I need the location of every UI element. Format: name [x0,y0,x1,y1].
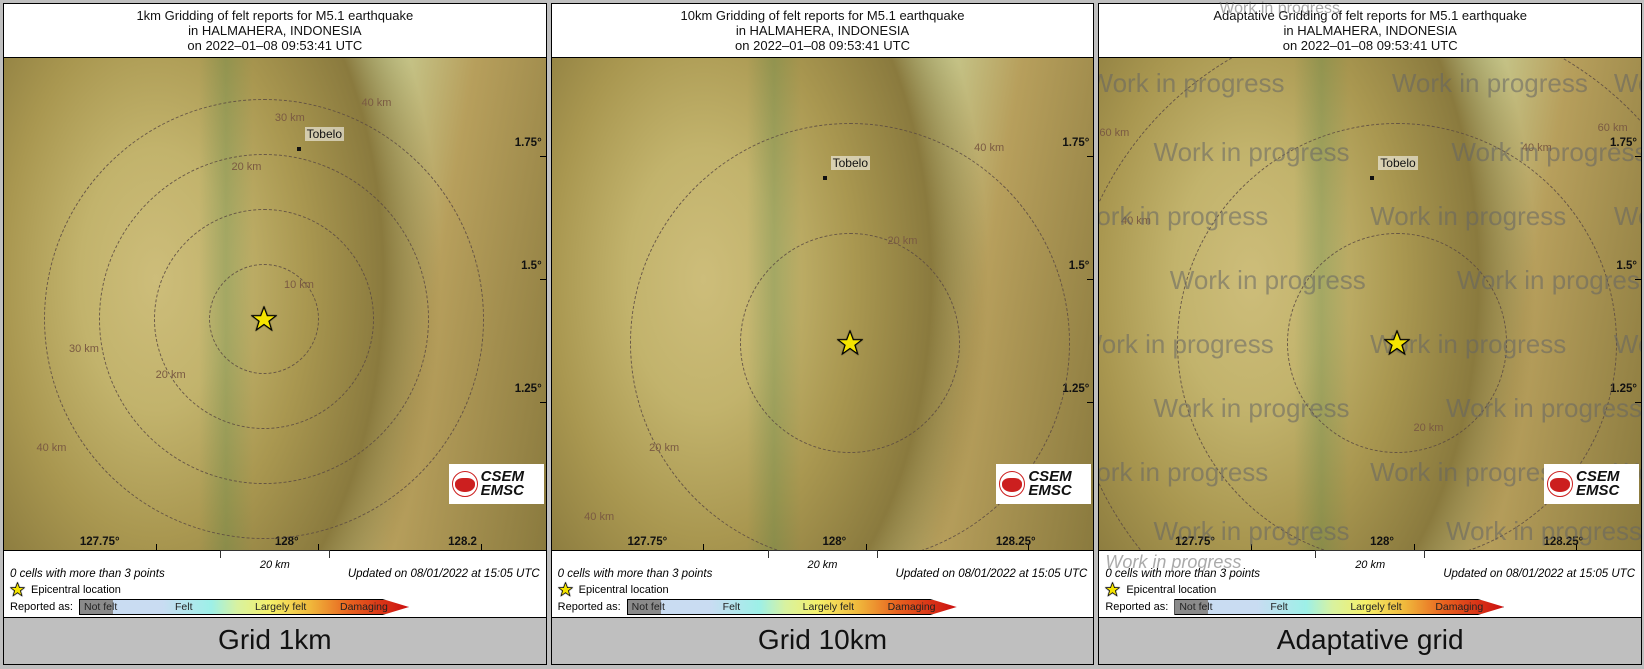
legend-star-icon [558,582,573,597]
scale-bar [220,550,330,558]
panel1-footer: 0 cells with more than 3 points 20 km Up… [4,550,546,617]
epicenter-star-icon[interactable] [1384,330,1410,356]
panel-grid-1km: 1km Gridding of felt reports for M5.1 ea… [3,3,547,665]
felt-intensity-colorbar: Not felt Felt Largely felt Damaging [627,599,957,615]
panel2-title: Grid 10km [552,617,1094,664]
panel2-footer: 0 cells with more than 3 points 20 km Up… [552,550,1094,617]
town-marker-tobelo[interactable] [297,147,301,151]
town-label-tobelo: Tobelo [831,156,870,170]
panel2-map[interactable]: 1.75° 1.5° 1.25° 127.75° 128° 128.25° 20… [552,58,1094,550]
panel-grid-10km: 10km Gridding of felt reports for M5.1 e… [551,3,1095,665]
csem-globe-icon [452,471,478,497]
felt-intensity-colorbar: Not felt Felt Largely felt Damaging [1174,599,1504,615]
felt-intensity-colorbar: Not felt Felt Largely felt Damaging [79,599,409,615]
csem-globe-icon [1547,471,1573,497]
panel3-footer: 0 cells with more than 3 points 20 km Up… [1099,550,1641,617]
triple-map-panel-container: 1km Gridding of felt reports for M5.1 ea… [0,0,1644,669]
epicenter-star-icon[interactable] [251,306,277,332]
panel3-header: Adaptative Gridding of felt reports for … [1099,4,1641,58]
town-marker-tobelo[interactable] [1370,176,1374,180]
legend-star-icon [1105,582,1120,597]
scale-bar [768,550,878,558]
panel1-map[interactable]: 1.75° 1.5° 1.25° 127.75° 128° 128.2 10 k… [4,58,546,550]
csem-emsc-logo[interactable]: CSEM EMSC [449,464,544,504]
legend-star-icon [10,582,25,597]
town-label-tobelo: Tobelo [305,127,344,141]
scale-bar [1315,550,1425,558]
panel-adaptative-grid: Adaptative Gridding of felt reports for … [1098,3,1642,665]
csem-globe-icon [999,471,1025,497]
town-label-tobelo: Tobelo [1378,156,1417,170]
panel3-map[interactable]: 1.75° 1.5° 1.25° 127.75° 128° 128.25° 20… [1099,58,1641,550]
panel1-header: 1km Gridding of felt reports for M5.1 ea… [4,4,546,58]
csem-emsc-logo[interactable]: CSEM EMSC [996,464,1091,504]
panel3-title: Adaptative grid [1099,617,1641,664]
panel1-title: Grid 1km [4,617,546,664]
panel2-header: 10km Gridding of felt reports for M5.1 e… [552,4,1094,58]
epicenter-star-icon[interactable] [837,330,863,356]
csem-emsc-logo[interactable]: CSEM EMSC [1544,464,1639,504]
town-marker-tobelo[interactable] [823,176,827,180]
